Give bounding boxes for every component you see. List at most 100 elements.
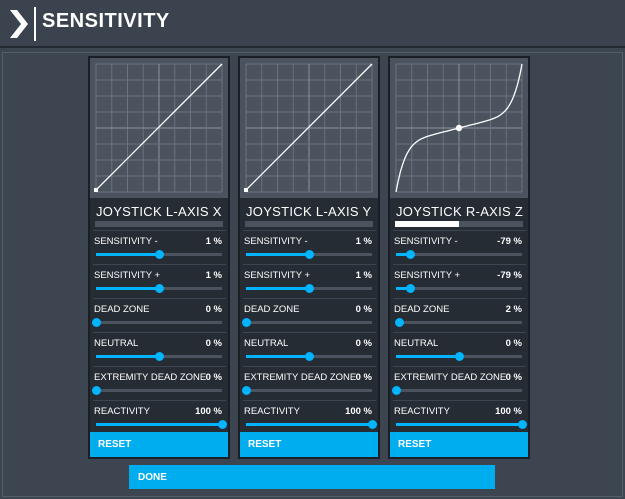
- slider-handle[interactable]: [218, 420, 227, 429]
- slider-handle[interactable]: [242, 386, 251, 395]
- setting-slider[interactable]: [246, 250, 372, 259]
- slider-fill: [96, 253, 159, 256]
- slider-handle[interactable]: [368, 420, 377, 429]
- setting-row: REACTIVITY 100 %: [243, 400, 377, 430]
- axis-panel: JOYSTICK L-AXIS X SENSITIVITY - 1 % SENS…: [88, 56, 230, 459]
- reset-button[interactable]: RESET: [240, 432, 378, 457]
- reset-button[interactable]: RESET: [390, 432, 528, 457]
- slider-fill: [96, 287, 159, 290]
- reset-button[interactable]: RESET: [90, 432, 228, 457]
- setting-row: SENSITIVITY - 1 %: [243, 230, 376, 260]
- slider-handle[interactable]: [242, 318, 251, 327]
- setting-slider[interactable]: [242, 386, 372, 395]
- slider-fill: [396, 423, 522, 426]
- setting-value: 0 %: [505, 372, 522, 383]
- content-frame: [2, 52, 623, 497]
- axis-title: JOYSTICK L-AXIS X: [96, 204, 222, 219]
- setting-slider[interactable]: [246, 352, 372, 361]
- slider-handle[interactable]: [155, 284, 164, 293]
- row-divider: [243, 332, 376, 333]
- row-divider: [393, 400, 526, 401]
- slider-handle[interactable]: [305, 250, 314, 259]
- setting-slider[interactable]: [396, 420, 527, 429]
- row-divider: [393, 332, 526, 333]
- row-divider: [93, 264, 226, 265]
- curve-svg: [244, 63, 373, 193]
- setting-label: SENSITIVITY +: [394, 270, 461, 281]
- axis-title: JOYSTICK L-AXIS Y: [246, 204, 372, 219]
- slider-handle[interactable]: [155, 352, 164, 361]
- response-curve-graph: [240, 58, 378, 198]
- setting-slider[interactable]: [392, 386, 522, 395]
- setting-label: NEUTRAL: [94, 338, 139, 349]
- slider-handle[interactable]: [92, 318, 101, 327]
- setting-value: 0 %: [205, 338, 222, 349]
- setting-row: NEUTRAL 0 %: [243, 332, 376, 362]
- slider-handle[interactable]: [305, 352, 314, 361]
- row-divider: [93, 366, 226, 367]
- slider-fill: [96, 355, 159, 358]
- row-divider: [393, 264, 526, 265]
- slider-handle[interactable]: [92, 386, 101, 395]
- done-button[interactable]: DONE: [129, 465, 495, 489]
- slider-handle[interactable]: [455, 352, 464, 361]
- setting-slider[interactable]: [96, 420, 227, 429]
- setting-slider[interactable]: [396, 250, 522, 259]
- setting-label: SENSITIVITY +: [244, 270, 311, 281]
- slider-handle[interactable]: [518, 420, 527, 429]
- setting-label: NEUTRAL: [244, 338, 289, 349]
- slider-handle[interactable]: [405, 250, 415, 259]
- setting-value: 1 %: [205, 270, 222, 281]
- setting-slider[interactable]: [96, 352, 222, 361]
- setting-label: SENSITIVITY +: [94, 270, 161, 281]
- setting-slider[interactable]: [396, 284, 522, 293]
- setting-value: 0 %: [505, 338, 522, 349]
- setting-slider[interactable]: [246, 420, 377, 429]
- setting-value: 2 %: [505, 304, 522, 315]
- setting-row: SENSITIVITY + -79 %: [393, 264, 526, 294]
- setting-value: 100 %: [495, 406, 522, 417]
- setting-label: DEAD ZONE: [94, 304, 150, 315]
- slider-handle[interactable]: [392, 386, 401, 395]
- setting-row: EXTREMITY DEAD ZONE 0 %: [392, 366, 526, 396]
- setting-value: 1 %: [205, 236, 222, 247]
- axis-input-bar: [95, 221, 223, 227]
- setting-label: REACTIVITY: [94, 406, 150, 417]
- axis-input-bar: [245, 221, 373, 227]
- setting-slider[interactable]: [246, 284, 372, 293]
- setting-slider[interactable]: [92, 386, 222, 395]
- slider-handle[interactable]: [394, 318, 404, 327]
- slider-handle[interactable]: [405, 284, 415, 293]
- page-title: SENSITIVITY: [42, 10, 170, 32]
- setting-slider[interactable]: [396, 352, 522, 361]
- response-curve-graph: [390, 58, 528, 198]
- row-divider: [243, 400, 376, 401]
- setting-slider[interactable]: [394, 318, 522, 327]
- row-divider: [93, 400, 226, 401]
- setting-row: EXTREMITY DEAD ZONE 0 %: [242, 366, 376, 396]
- slider-handle[interactable]: [155, 250, 164, 259]
- setting-label: EXTREMITY DEAD ZONE: [394, 372, 507, 383]
- setting-row: SENSITIVITY - -79 %: [393, 230, 526, 260]
- header-separator: [34, 7, 36, 41]
- axis-input-fill: [395, 221, 459, 227]
- setting-label: REACTIVITY: [244, 406, 300, 417]
- back-chevron-icon[interactable]: [8, 8, 30, 40]
- setting-label: EXTREMITY DEAD ZONE: [94, 372, 207, 383]
- setting-label: NEUTRAL: [394, 338, 439, 349]
- setting-slider[interactable]: [96, 250, 222, 259]
- setting-slider[interactable]: [96, 284, 222, 293]
- slider-handle[interactable]: [305, 284, 314, 293]
- setting-value: 0 %: [205, 372, 222, 383]
- setting-slider[interactable]: [92, 318, 222, 327]
- setting-slider[interactable]: [242, 318, 372, 327]
- curve-svg: [94, 63, 223, 193]
- axis-panel: JOYSTICK L-AXIS Y SENSITIVITY - 1 % SENS…: [238, 56, 380, 459]
- setting-row: REACTIVITY 100 %: [393, 400, 527, 430]
- setting-value: 1 %: [355, 270, 372, 281]
- slider-fill: [246, 423, 372, 426]
- setting-value: 0 %: [355, 372, 372, 383]
- setting-row: DEAD ZONE 2 %: [393, 298, 526, 328]
- slider-fill: [396, 355, 459, 358]
- setting-label: DEAD ZONE: [394, 304, 450, 315]
